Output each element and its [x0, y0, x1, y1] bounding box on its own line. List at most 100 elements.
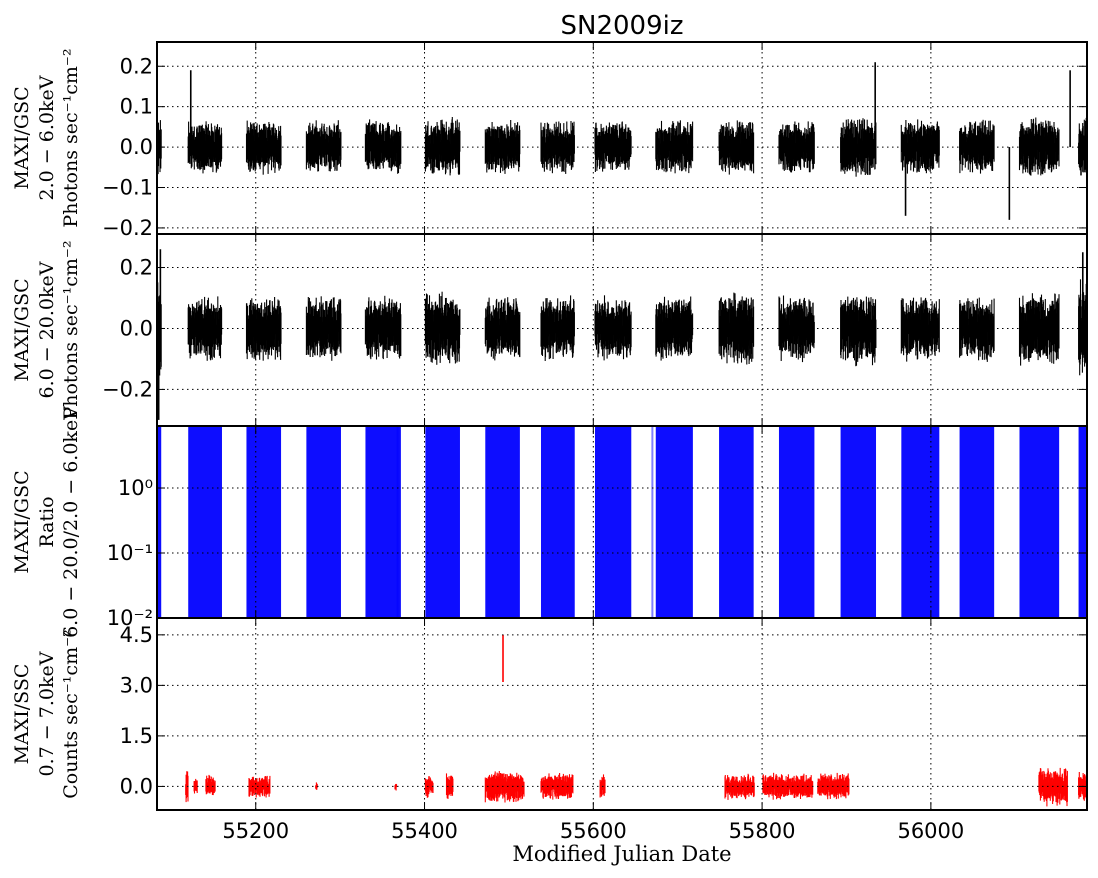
data-segment-10: [718, 292, 755, 365]
y-tick-label: 10⁰: [118, 476, 153, 500]
ratio-band-13: [901, 426, 940, 618]
x-tick-label: 55600: [560, 819, 627, 843]
svg-text:MAXI/SSC: MAXI/SSC: [11, 664, 33, 765]
panel-frame: [156, 617, 1088, 811]
series-gsc-high: [157, 249, 1087, 420]
y-tick-label: 10⁻¹: [107, 541, 153, 565]
series-gsc-low: [157, 62, 1087, 220]
y-tick-label: 0.0: [120, 135, 153, 159]
data-segment-8: [594, 295, 632, 361]
y-axis-label-ssc: MAXI/SSC 0.7 − 7.0keV Counts sec⁻¹cm⁻²: [11, 629, 82, 798]
data-segment-2: [245, 297, 282, 361]
ratio-band-11: [778, 426, 815, 618]
data-segment-4: [315, 782, 318, 790]
data-segment-12: [762, 772, 814, 800]
data-segment-5: [424, 291, 461, 365]
data-segment-12: [840, 296, 877, 367]
ratio-band-15: [1019, 426, 1060, 618]
panel-gsc-ratio: 10⁰ 10⁻¹ 10⁻² MAXI/GSC Ratio 6.0 − 20.0/2.0 −…: [11, 406, 1088, 638]
data-segment-14: [959, 119, 995, 174]
y-tick-label: −0.1: [102, 176, 153, 200]
y-tick-label: 0.1: [120, 95, 153, 119]
data-segment-9: [540, 773, 574, 800]
ratio-band-9: [655, 426, 693, 618]
panel-ssc: 4.5 3.0 1.5 0.0 MAXI/SSC 0.7 − 7.0keV Counts s…: [11, 617, 1088, 811]
data-segment-8: [594, 121, 632, 172]
y-tick-label: −0.2: [102, 377, 153, 401]
data-segment-6: [484, 120, 521, 174]
svg-text:Photons sec⁻¹cm⁻²: Photons sec⁻¹cm⁻²: [60, 48, 82, 227]
x-tick-label: 56000: [897, 819, 964, 843]
x-tick-label: 55800: [729, 819, 796, 843]
y-tick-label: 3.0: [120, 673, 153, 697]
svg-text:Counts sec⁻¹cm⁻²: Counts sec⁻¹cm⁻²: [60, 629, 82, 798]
y-tick-label: 1.5: [120, 724, 153, 748]
ratio-band-16: [1078, 426, 1087, 618]
data-segment-9: [655, 120, 694, 174]
data-segment-5: [394, 783, 398, 791]
y-tick-label: 10⁻²: [107, 606, 153, 630]
data-segment-10: [718, 120, 755, 175]
ratio-band-12: [840, 426, 877, 618]
svg-text:0.7 − 7.0keV: 0.7 − 7.0keV: [36, 651, 58, 776]
data-segment-15: [1018, 293, 1060, 366]
y-tick-label: 0.2: [120, 54, 153, 78]
y-tick-label: 0.0: [120, 316, 153, 340]
ratio-band-8: [594, 426, 632, 618]
data-segment-9: [655, 296, 694, 361]
x-tick-label: 55200: [222, 819, 289, 843]
svg-text:6.0 − 20.0/2.0 − 6.0keV: 6.0 − 20.0/2.0 − 6.0keV: [60, 406, 82, 638]
y-axis-label-gsc-ratio: MAXI/GSC Ratio 6.0 − 20.0/2.0 − 6.0keV: [11, 406, 82, 638]
panel-gsc-high: 0.2 0.0 −0.2 MAXI/GSC 6.0 − 20.0keV Photons s…: [11, 233, 1088, 427]
x-tick-label: 55400: [391, 819, 458, 843]
data-segment-13: [900, 297, 940, 362]
y-axis-label-gsc-low: MAXI/GSC 2.0 − 6.0keV Photons sec⁻¹cm⁻²: [11, 48, 82, 227]
data-segment-2: [205, 774, 216, 796]
y-tick-label: 4.5: [120, 623, 153, 647]
data-segment-13: [817, 772, 850, 800]
ratio-band-3: [306, 426, 341, 618]
x-axis: 55200 55400 55600 55800 56000: [222, 819, 964, 843]
svg-text:Photons sec⁻¹cm⁻²: Photons sec⁻¹cm⁻²: [60, 240, 82, 419]
data-segment-4: [364, 119, 402, 174]
y-tick-label: 0.0: [120, 774, 153, 798]
data-segment-15: [1018, 117, 1060, 176]
svg-text:MAXI/GSC: MAXI/GSC: [11, 278, 33, 381]
chart-title: SN2009iz: [561, 11, 684, 41]
svg-text:6.0 − 20.0keV: 6.0 − 20.0keV: [36, 261, 58, 398]
svg-text:MAXI/GSC: MAXI/GSC: [11, 470, 33, 573]
data-segment-13: [900, 119, 940, 174]
ratio-band-2: [246, 426, 282, 618]
data-segment-1: [187, 121, 223, 174]
ratio-band-5: [425, 426, 460, 618]
data-segment-5: [424, 117, 461, 176]
svg-text:2.0 − 6.0keV: 2.0 − 6.0keV: [36, 75, 58, 200]
x-axis-label: Modified Julian Date: [512, 842, 731, 866]
series-gsc-ratio: [157, 426, 1087, 618]
data-segment-4: [364, 295, 402, 360]
data-segment-3: [305, 296, 342, 361]
ratio-band-7: [540, 426, 575, 618]
panel-gsc-low: 0.2 0.1 0.0 −0.1 −0.2 MAXI/GSC 2.0 − 6.0keV Pho…: [11, 41, 1088, 240]
data-segment-7: [445, 773, 454, 799]
data-segment-11: [724, 773, 755, 800]
svg-text:Ratio: Ratio: [36, 496, 58, 547]
ratio-band-14: [959, 426, 995, 618]
data-segment-14: [959, 297, 995, 362]
data-segment-1: [193, 778, 198, 794]
data-segment-11: [778, 295, 815, 363]
svg-text:MAXI/GSC: MAXI/GSC: [11, 86, 33, 189]
data-segment-6: [484, 297, 521, 361]
data-segment-7: [540, 295, 575, 361]
y-tick-label: 0.2: [120, 256, 153, 280]
series-ssc: [185, 634, 1087, 807]
ratio-band-10: [719, 426, 754, 618]
data-segment-1: [187, 296, 223, 361]
data-segment-3: [305, 120, 342, 172]
data-segment-2: [245, 120, 282, 175]
data-segment-14: [1038, 767, 1068, 807]
data-segment-11: [778, 121, 815, 173]
ratio-band-6: [485, 426, 520, 618]
data-segment-12: [840, 118, 877, 177]
